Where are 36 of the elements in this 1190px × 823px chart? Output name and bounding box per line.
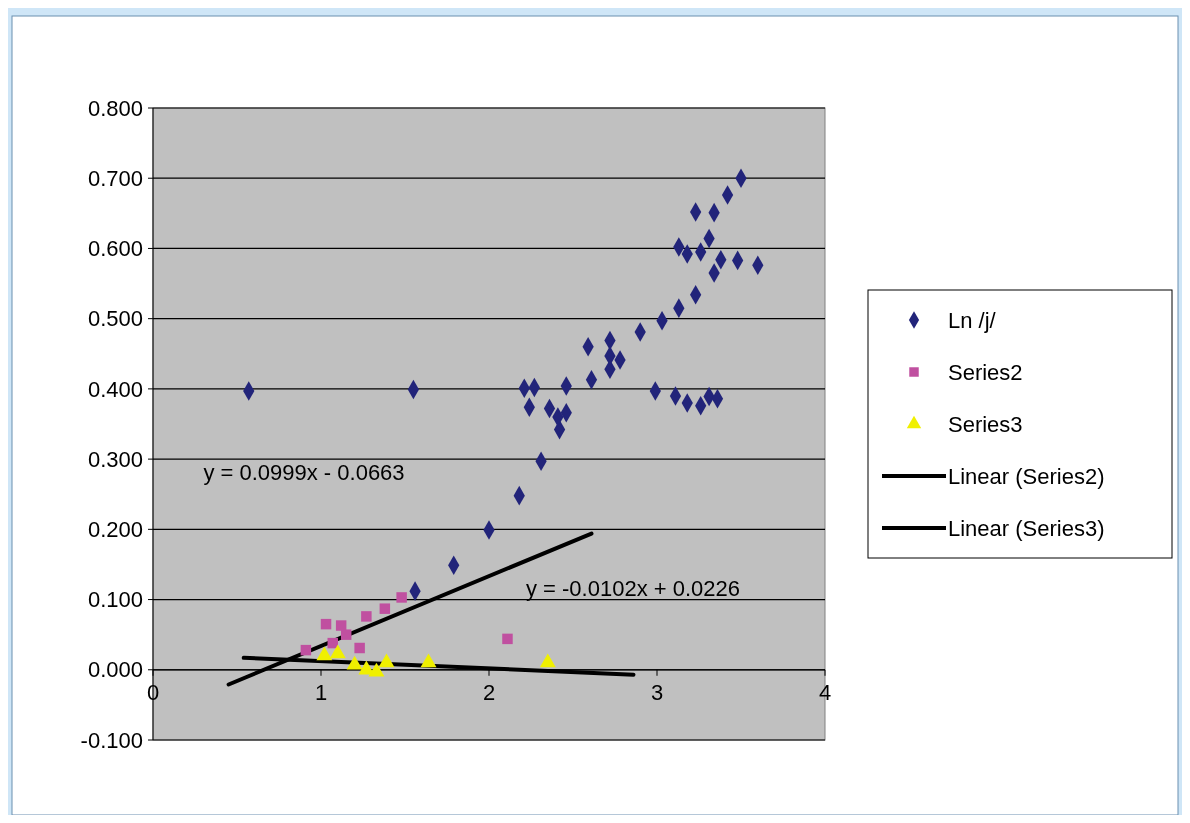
y-tick-label: 0.800 [87,95,143,121]
x-tick-label: 4 [818,679,832,705]
point [346,655,363,670]
point [378,653,395,668]
point [335,620,347,631]
y-tick-label: -0.100 [80,727,143,753]
point [354,642,365,654]
y-tick-label: 0.400 [87,376,143,402]
point [361,611,372,622]
annotation: y = 0.0999x - 0.0663 [203,460,405,486]
point [368,662,385,677]
point [420,653,437,668]
y-tick-label: 0.000 [87,657,143,683]
point [379,603,391,614]
legend-label: Series2 [948,359,1023,385]
x-tick-label: 3 [650,679,664,705]
x-tick-label: 2 [482,679,496,705]
point [396,592,407,603]
legend-label: Ln /j/ [948,307,997,333]
point [329,644,346,659]
y-tick-label: 0.700 [87,165,143,191]
point [316,646,333,661]
y-tick-label: 0.100 [87,587,143,613]
point [340,629,352,640]
legend-label: Series3 [948,411,1023,437]
legend-label: Linear (Series3) [948,515,1105,541]
x-tick-label: 1 [314,679,328,705]
y-tick-label: 0.300 [87,446,143,472]
point [539,653,556,668]
y-tick-label: 0.200 [87,517,143,543]
point [320,618,332,630]
point [502,633,513,645]
y-tick-label: 0.500 [87,306,143,332]
legend-label: Linear (Series2) [948,463,1105,489]
point [300,644,312,656]
y-tick-label: 0.600 [87,236,143,262]
